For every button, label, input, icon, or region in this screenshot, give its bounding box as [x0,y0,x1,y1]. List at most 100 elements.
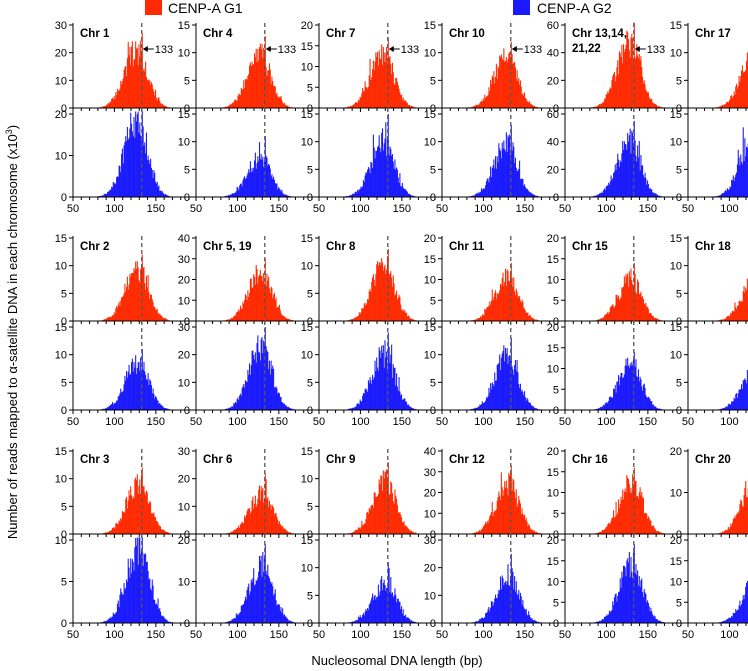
peak-arrow-head [143,46,148,52]
x-tick-label: 150 [147,416,165,428]
y-tick-label: 20 [547,164,559,176]
y-tick-label: 15 [424,322,436,334]
y-tick-label: 40 [178,233,190,245]
peak-annotation-label: 133 [155,44,173,56]
x-tick-label: 50 [67,416,79,428]
x-tick-label: 150 [393,203,411,215]
panel-14-g1: 0102030Chr 6 [178,446,316,541]
legend-swatch-g1 [145,0,162,15]
x-tick-label: 100 [228,416,246,428]
x-tick-label: 100 [597,203,615,215]
peak-annotation-label: 133 [401,44,419,56]
y-tick-label: 10 [301,474,313,486]
x-tick-label: 50 [313,416,325,428]
chromosome-label: Chr 3 [80,454,109,466]
panel-15-g1: 051015Chr 9 [301,446,439,541]
panel-2-g2: 05101550 100 150 [178,108,316,215]
panel-14-g2: 0102050 100 150 [178,534,316,641]
y-tick-label: 5 [307,501,313,513]
peak-annotation: 133 [266,44,296,56]
y-tick-label: 10 [301,261,313,273]
chromosome-label: Chr 1 [80,28,110,40]
x-tick-label: 100 [720,416,738,428]
y-tick-label: 15 [670,322,682,334]
x-tick-label: 50 [313,629,325,641]
panel-1-g1: 0102030Chr 1133 [55,20,193,115]
y-tick-label: 20 [547,322,559,334]
histogram-grid-figure: CENP-A G1 CENP-A G2 Number of reads mapp… [0,0,748,671]
x-tick-label: 150 [516,416,534,428]
y-tick-label: 5 [61,501,67,513]
y-tick-label: 60 [547,20,559,32]
x-tick-label: 50 [559,203,571,215]
y-tick-label: 5 [184,164,190,176]
y-tick-label: 5 [307,288,313,300]
y-tick-label: 10 [301,62,313,74]
panel-16-g1: 010203040Chr 12 [424,446,562,541]
x-tick-label: 100 [597,416,615,428]
x-tick-label: 150 [270,203,288,215]
panel-13-g2: 051050 100 150 [55,534,193,641]
panel-grid: 0102030Chr 11330102050 100 150051015Chr 41… [55,20,748,641]
y-tick-label: 10 [178,577,190,589]
chromosome-label: Chr 15 [572,241,608,253]
y-tick-label: 20 [547,233,559,245]
y-tick-label: 15 [670,109,682,121]
x-tick-label: 150 [639,203,657,215]
y-tick-label: 5 [430,295,436,307]
legend: CENP-A G1 CENP-A G2 [145,0,612,16]
legend-swatch-g2 [513,0,530,15]
peak-arrow-head [389,46,394,52]
y-tick-label: 30 [178,322,190,334]
y-tick-label: 5 [430,377,436,389]
x-tick-label: 50 [436,203,448,215]
y-tick-label: 5 [676,164,682,176]
y-tick-label: 5 [61,577,67,589]
y-tick-label: 5 [307,377,313,389]
y-tick-label: 10 [424,48,436,60]
y-tick-label: 15 [547,254,559,266]
panel-8-g2: 010203050 100 150 [178,321,316,428]
y-tick-label: 10 [547,364,559,376]
y-tick-label: 5 [307,82,313,94]
y-tick-label: 5 [553,295,559,307]
panel-5-g2: 020406050 100 150 [547,108,685,215]
y-tick-label: 5 [307,590,313,602]
chromosome-label: Chr 6 [203,454,232,466]
chromosome-label: Chr 9 [326,454,355,466]
y-tick-label: 15 [178,109,190,121]
x-tick-label: 100 [351,203,369,215]
y-tick-label: 10 [178,377,190,389]
panel-3-g2: 05101550 100 150 [301,108,439,215]
y-tick-label: 15 [301,109,313,121]
y-tick-label: 10 [670,48,682,60]
peak-annotation-label: 133 [278,44,296,56]
x-tick-label: 150 [270,416,288,428]
y-tick-label: 10 [178,295,190,307]
panel-1-g2: 0102050 100 150 [55,108,193,215]
y-tick-label: 30 [178,254,190,266]
panel-7-g1: 051015Chr 2 [55,233,193,328]
x-tick-label: 100 [105,416,123,428]
x-tick-label: 50 [190,203,202,215]
x-tick-label: 100 [228,203,246,215]
peak-arrow-head [266,46,271,52]
y-tick-label: 15 [55,446,67,458]
y-tick-label: 10 [670,137,682,149]
chromosome-label: Chr 13,14, [572,28,627,40]
y-tick-label: 10 [424,275,436,287]
y-tick-label: 20 [178,474,190,486]
panel-9-g1: 051015Chr 8 [301,233,439,328]
panel-8-g1: 010203040Chr 5, 19 [178,233,316,328]
y-tick-label: 10 [55,75,67,87]
panel-15-g2: 05101550 100 150 [301,534,439,641]
y-tick-label: 10 [670,350,682,362]
y-tick-label: 15 [178,20,190,32]
panel-13-g1: 051015Chr 3 [55,446,193,541]
y-tick-label: 20 [55,48,67,60]
y-tick-label: 15 [301,446,313,458]
y-tick-label: 15 [55,322,67,334]
y-tick-label: 15 [670,233,682,245]
y-tick-label: 15 [301,41,313,53]
panel-11-g1: 05101520Chr 15 [547,233,685,328]
